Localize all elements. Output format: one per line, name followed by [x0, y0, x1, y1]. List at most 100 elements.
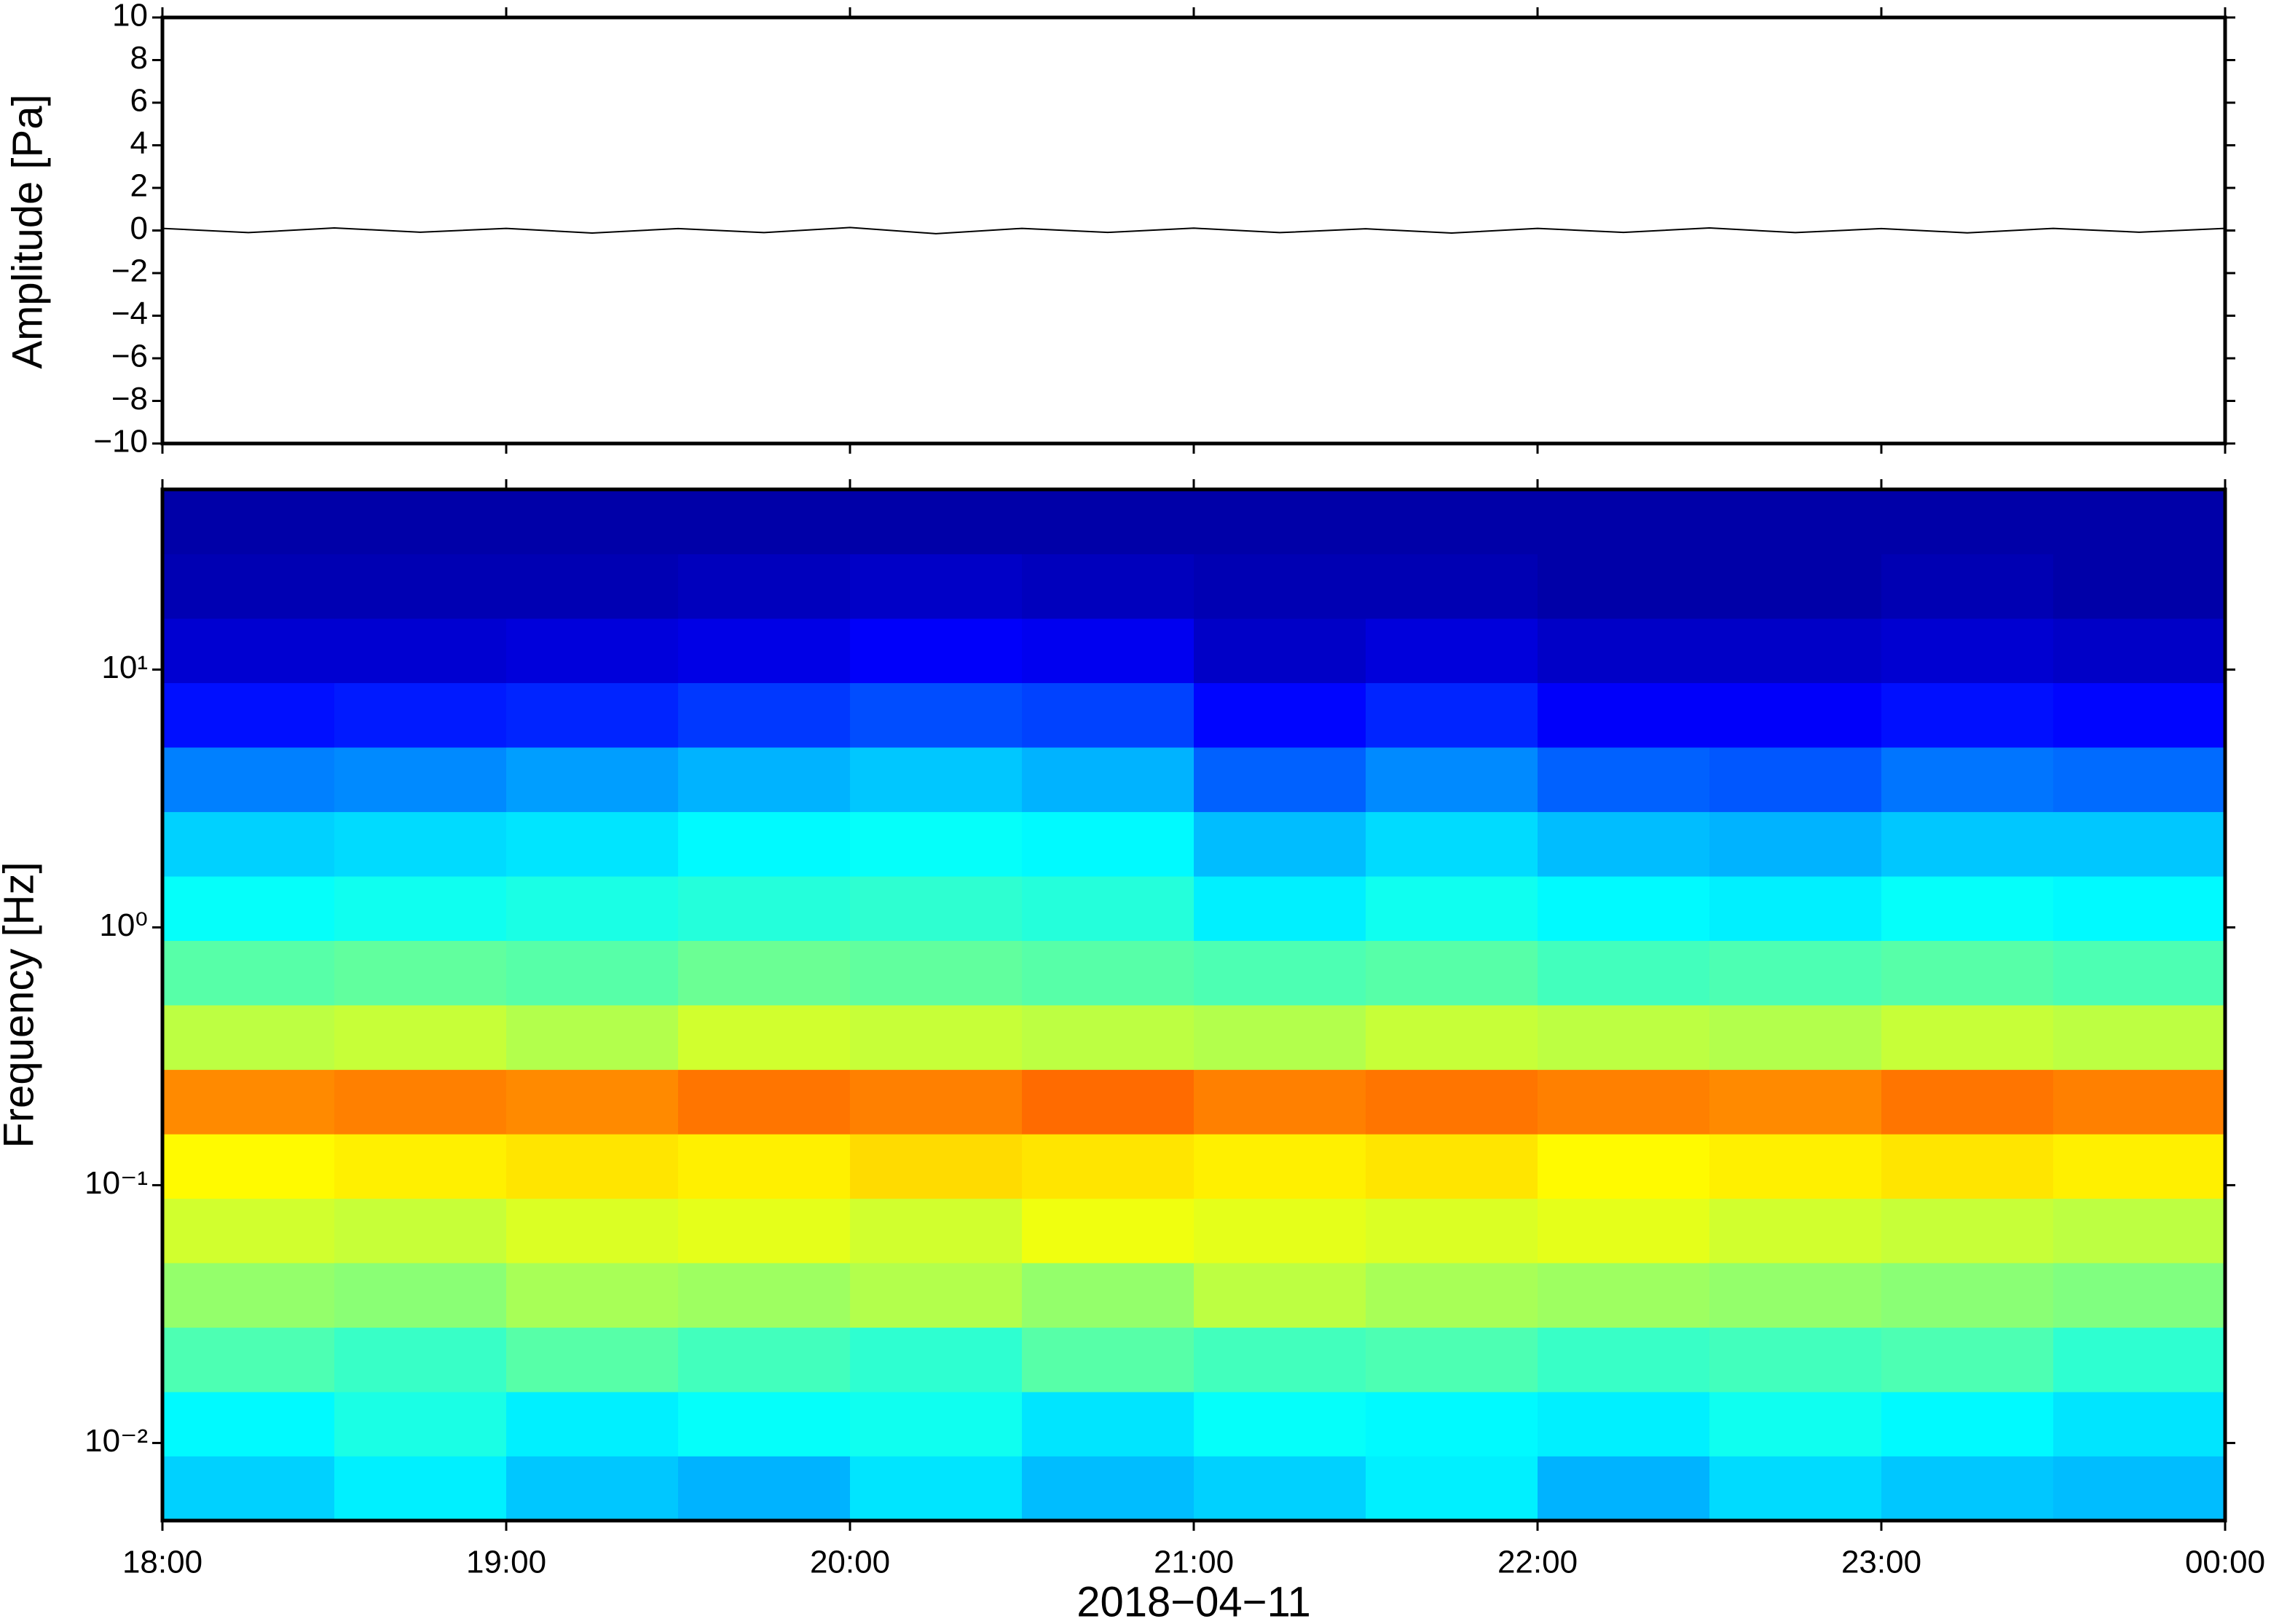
heatmap-cell — [1881, 1392, 2054, 1457]
heatmap-cell — [2053, 1134, 2226, 1199]
heatmap-cell — [2053, 940, 2226, 1006]
heatmap-cell — [1709, 747, 1882, 813]
heatmap-cell — [162, 747, 335, 813]
heatmap-cell — [678, 811, 851, 877]
heatmap-cell — [1538, 1327, 1710, 1392]
heatmap-cell — [334, 1069, 507, 1135]
heatmap-cell — [334, 1134, 507, 1199]
heatmap-cell — [1709, 1198, 1882, 1264]
heatmap-cell — [1709, 1392, 1882, 1457]
heatmap-cell — [1194, 1005, 1366, 1071]
heatmap-cell — [678, 489, 851, 555]
heatmap-cell — [1881, 1005, 2054, 1071]
heatmap-cell — [678, 1327, 851, 1392]
heatmap-cell — [1366, 489, 1538, 555]
heatmap-cell — [1709, 1069, 1882, 1135]
x-tick-label: 00:00 — [2185, 1545, 2265, 1580]
heatmap-cell — [1194, 1198, 1366, 1264]
y-tick-label: −8 — [111, 381, 148, 417]
x-tick-label: 22:00 — [1497, 1545, 1578, 1580]
heatmap-cell — [1881, 940, 2054, 1006]
heatmap-cell — [1538, 553, 1710, 619]
heatmap-cell — [506, 553, 679, 619]
y-axis-label: Frequency [Hz] — [0, 862, 42, 1148]
heatmap-cell — [1022, 618, 1194, 684]
y-tick-label: −10 — [93, 424, 148, 460]
heatmap-cell — [1538, 876, 1710, 942]
heatmap-cell — [1881, 1069, 2054, 1135]
heatmap-cell — [678, 682, 851, 748]
heatmap-cell — [1709, 1263, 1882, 1328]
heatmap-cell — [850, 489, 1023, 555]
heatmap-cell — [678, 747, 851, 813]
heatmap-cell — [1194, 1263, 1366, 1328]
heatmap-cell — [1366, 1327, 1538, 1392]
heatmap-cell — [162, 682, 335, 748]
heatmap-cell — [1881, 1327, 2054, 1392]
heatmap-cell — [162, 1069, 335, 1135]
heatmap-cell — [334, 876, 507, 942]
heatmap-cell — [334, 1263, 507, 1328]
heatmap-cell — [1366, 1392, 1538, 1457]
heatmap-cell — [1881, 618, 2054, 684]
heatmap-cell — [1709, 618, 1882, 684]
heatmap-cell — [162, 489, 335, 555]
heatmap-cell — [1538, 1456, 1710, 1521]
heatmap-cell — [162, 1005, 335, 1071]
heatmap-cell — [1194, 553, 1366, 619]
heatmap-cell — [1194, 1069, 1366, 1135]
heatmap-cell — [1881, 747, 2054, 813]
x-tick-label: 18:00 — [122, 1545, 202, 1580]
heatmap-cell — [678, 1456, 851, 1521]
heatmap-cell — [334, 489, 507, 555]
heatmap-cell — [678, 1069, 851, 1135]
heatmap-cell — [850, 940, 1023, 1006]
heatmap-cell — [1194, 811, 1366, 877]
heatmap-cell — [678, 1005, 851, 1071]
heatmap-cell — [506, 876, 679, 942]
y-tick-label: 10⁰ — [99, 907, 148, 943]
heatmap-cell — [1538, 1198, 1710, 1264]
heatmap-cell — [1022, 1392, 1194, 1457]
heatmap-cell — [1022, 1005, 1194, 1071]
heatmap-cell — [506, 1392, 679, 1457]
heatmap-cell — [850, 1456, 1023, 1521]
heatmap-cell — [850, 747, 1023, 813]
heatmap-cell — [678, 1198, 851, 1264]
heatmap-cell — [2053, 1327, 2226, 1392]
heatmap-cell — [334, 1005, 507, 1071]
heatmap-cell — [1538, 1005, 1710, 1071]
y-tick-label: 4 — [130, 125, 148, 161]
heatmap-cell — [2053, 553, 2226, 619]
heatmap-cell — [506, 1069, 679, 1135]
heatmap-cell — [1538, 1134, 1710, 1199]
heatmap-cell — [1709, 876, 1882, 942]
heatmap-cell — [1709, 1005, 1882, 1071]
x-axis-label: 2018−04−11 — [1077, 1578, 1311, 1624]
heatmap-cell — [1366, 747, 1538, 813]
heatmap-cell — [1709, 811, 1882, 877]
heatmap-cell — [506, 1198, 679, 1264]
heatmap-cell — [1709, 489, 1882, 555]
heatmap-cell — [678, 876, 851, 942]
heatmap-cell — [1538, 1392, 1710, 1457]
y-axis-label: Amplitude [Pa] — [4, 94, 51, 368]
heatmap-cell — [1022, 1134, 1194, 1199]
heatmap-cell — [850, 811, 1023, 877]
heatmap-cell — [506, 1263, 679, 1328]
heatmap-cell — [1881, 1198, 2054, 1264]
y-tick-label: −4 — [111, 296, 148, 331]
heatmap-cell — [1881, 876, 2054, 942]
heatmap-cell — [162, 1263, 335, 1328]
y-tick-label: 0 — [130, 210, 148, 246]
heatmap-cell — [1538, 747, 1710, 813]
heatmap-cell — [1022, 489, 1194, 555]
heatmap-cell — [334, 747, 507, 813]
heatmap-cell — [1881, 1456, 2054, 1521]
x-tick-label: 20:00 — [810, 1545, 890, 1580]
heatmap-cell — [1366, 811, 1538, 877]
y-tick-label: 10 — [112, 0, 148, 33]
heatmap-cell — [162, 1456, 335, 1521]
heatmap-cell — [162, 1327, 335, 1392]
heatmap-cell — [1881, 811, 2054, 877]
